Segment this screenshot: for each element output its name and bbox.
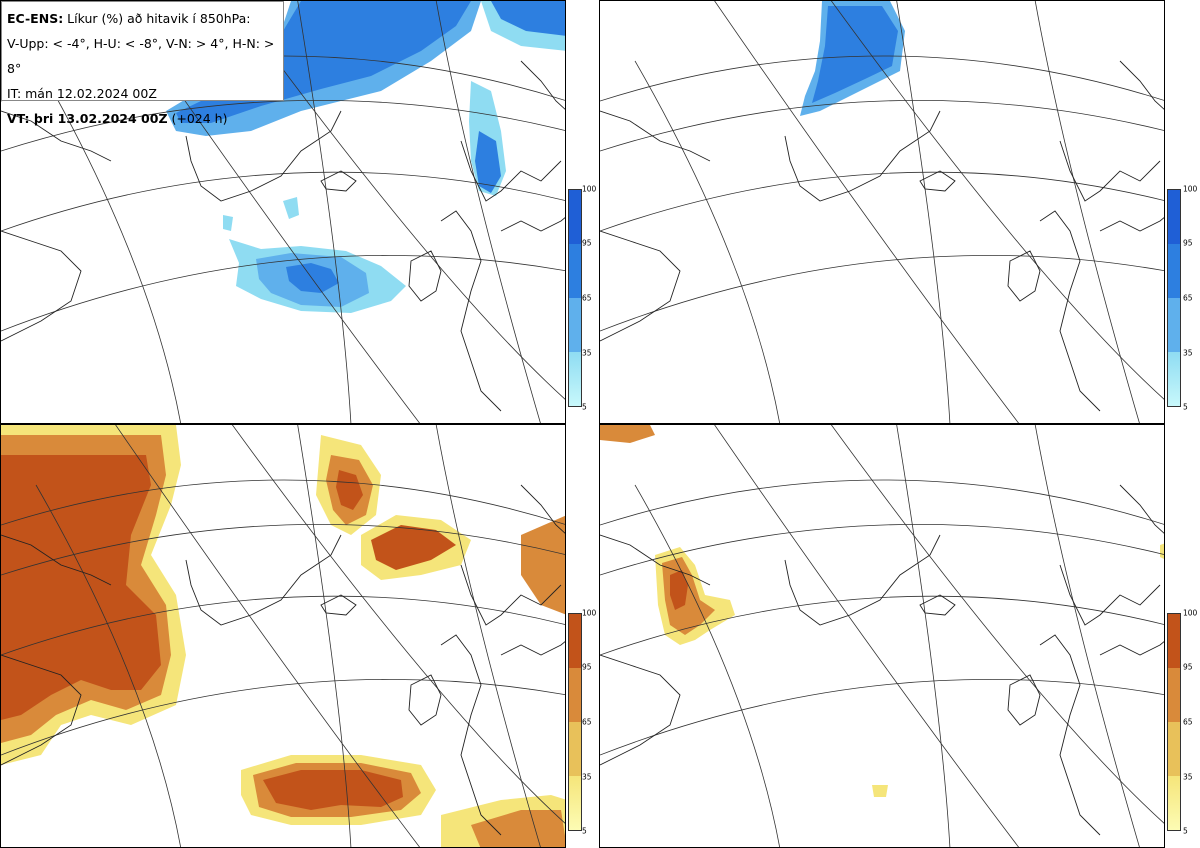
info-line-4: VT: þri 13.02.2024 00Z (+024 h) [7,111,228,126]
tick-5: 5 [582,402,587,412]
warm-probability-fields [1,425,565,847]
tick-100: 100 [1183,608,1198,618]
tick-5: 5 [582,826,587,836]
map-panel-warm-8 [599,424,1165,848]
info-line-1: EC-ENS: Líkur (%) að hitavik í 850hPa: [7,11,251,26]
graticule [1,1,565,423]
coastlines [1,484,565,836]
map-warm-4-canvas [1,425,565,847]
tick-35: 35 [1183,772,1193,782]
graticule [1,425,565,847]
tick-95: 95 [1183,238,1193,248]
tick-5: 5 [1183,826,1188,836]
tick-100: 100 [582,608,597,618]
coastlines [1,60,565,412]
tick-95: 95 [1183,662,1193,672]
tick-5: 5 [1183,402,1188,412]
tick-95: 95 [582,238,592,248]
map-cold-8-canvas [600,1,1164,423]
tick-65: 65 [582,293,592,303]
map-panel-cold-4: EC-ENS: Líkur (%) að hitavik í 850hPa: V… [0,0,566,424]
tick-35: 35 [1183,348,1193,358]
graticule [600,425,1164,847]
info-line-3: IT: mán 12.02.2024 00Z [7,86,157,101]
coastlines [600,484,1164,836]
tick-100: 100 [582,184,597,194]
map-cold-4-canvas [1,1,565,423]
colorbar-cold-right [1167,189,1181,407]
map-panel-warm-4 [0,424,566,848]
tick-35: 35 [582,348,592,358]
cold-probability-fields [800,1,905,116]
tick-65: 65 [1183,293,1193,303]
info-line-2: V-Upp: < -4°, H-U: < -8°, V-N: > 4°, H-N… [7,36,275,76]
colorbar-warm-left [568,613,582,831]
tick-35: 35 [582,772,592,782]
map-warm-8-canvas [600,425,1164,847]
forecast-info-box: EC-ENS: Líkur (%) að hitavik í 850hPa: V… [1,1,284,126]
tick-65: 65 [582,717,592,727]
graticule [600,1,1164,423]
colorbar-warm-right [1167,613,1181,831]
map-panel-cold-8 [599,0,1165,424]
warm-probability-fields [600,425,1164,797]
tick-100: 100 [1183,184,1198,194]
coastlines [600,60,1164,412]
colorbar-cold-left [568,189,582,407]
tick-65: 65 [1183,717,1193,727]
tick-95: 95 [582,662,592,672]
